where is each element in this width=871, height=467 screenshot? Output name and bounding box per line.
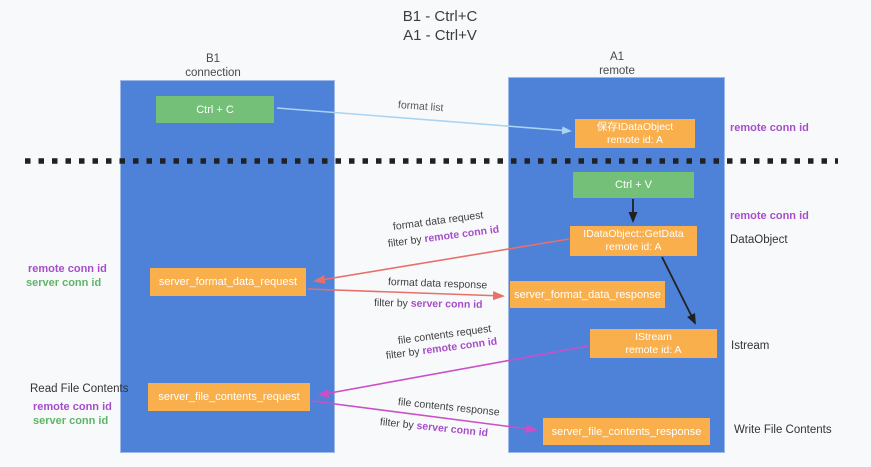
node-idataobject-getdata: IDataObject::GetData remote id: A xyxy=(570,226,697,256)
label-file-contents-response: file contents response xyxy=(397,396,501,419)
lane-b1-name: B1 xyxy=(205,53,221,65)
filter-by-text: filter by xyxy=(387,233,423,250)
node-server-file-contents-request-label: server_file_contents_request xyxy=(158,391,300,403)
label-format-data-response: format data response xyxy=(387,276,488,292)
label-filter-server-2: filter by server conn id xyxy=(379,416,488,439)
title-line-b1: B1 - Ctrl+C xyxy=(402,8,478,25)
node-server-file-contents-response: server_file_contents_response xyxy=(543,418,710,445)
lane-a1-subtitle: remote xyxy=(599,65,635,77)
node-server-format-data-response: server_format_data_response xyxy=(510,281,665,308)
annotation-remote-conn-id-top: remote conn id xyxy=(730,122,809,134)
node-istream-line2: remote id: A xyxy=(625,343,682,356)
filter-by-text: filter by xyxy=(379,416,415,432)
node-istream: IStream remote id: A xyxy=(590,329,717,358)
node-server-format-data-request-label: server_format_data_request xyxy=(158,276,298,288)
annotation-remote-conn-id-left1: remote conn id xyxy=(28,263,107,275)
node-ctrl-v: Ctrl + V xyxy=(573,172,694,198)
annotation-server-conn-id-left1: server conn id xyxy=(26,277,102,289)
node-save-idataobject-line1: 保存IDataObject xyxy=(596,120,674,133)
annotation-istream: Istream xyxy=(731,340,770,352)
node-server-file-contents-response-label: server_file_contents_response xyxy=(551,425,702,438)
lane-header-a1: A1 remote xyxy=(557,50,677,78)
lane-header-b1: B1 connection xyxy=(153,52,273,80)
annotation-read-file-contents: Read File Contents xyxy=(30,383,129,395)
filter-by-text: filter by xyxy=(385,345,421,362)
node-save-idataobject-line2: remote id: A xyxy=(606,133,664,146)
node-server-format-data-request: server_format_data_request xyxy=(150,268,306,296)
lane-a1-name: A1 xyxy=(609,51,625,63)
node-ctrl-c: Ctrl + C xyxy=(156,96,274,123)
node-server-format-data-response-label: server_format_data_response xyxy=(514,288,661,301)
label-format-list: format list xyxy=(397,99,444,115)
annotation-dataobject: DataObject xyxy=(730,234,788,246)
filter-by-text: filter by xyxy=(373,297,408,310)
annotation-remote-conn-id-mid: remote conn id xyxy=(730,210,809,222)
annotation-server-conn-id-left2: server conn id xyxy=(33,415,109,427)
node-server-file-contents-request: server_file_contents_request xyxy=(148,383,310,411)
label-filter-server-1: filter by server conn id xyxy=(374,297,483,311)
node-getdata-line1: IDataObject::GetData xyxy=(583,228,684,240)
filter-server-conn-id: server conn id xyxy=(415,419,489,440)
node-save-idataobject: 保存IDataObject remote id: A xyxy=(575,119,695,148)
filter-server-conn-id: server conn id xyxy=(410,297,483,311)
node-getdata-line2: remote id: A xyxy=(605,241,662,253)
annotation-write-file-contents: Write File Contents xyxy=(734,424,832,436)
node-ctrl-v-label: Ctrl + V xyxy=(615,179,652,191)
node-ctrl-c-label: Ctrl + C xyxy=(196,103,234,116)
title-line-a1: A1 - Ctrl+V xyxy=(403,27,477,44)
annotation-remote-conn-id-left2: remote conn id xyxy=(33,401,112,413)
diagram-title: B1 - Ctrl+C A1 - Ctrl+V xyxy=(340,7,540,45)
node-istream-line1: IStream xyxy=(635,330,672,343)
lane-b1-subtitle: connection xyxy=(185,67,241,79)
